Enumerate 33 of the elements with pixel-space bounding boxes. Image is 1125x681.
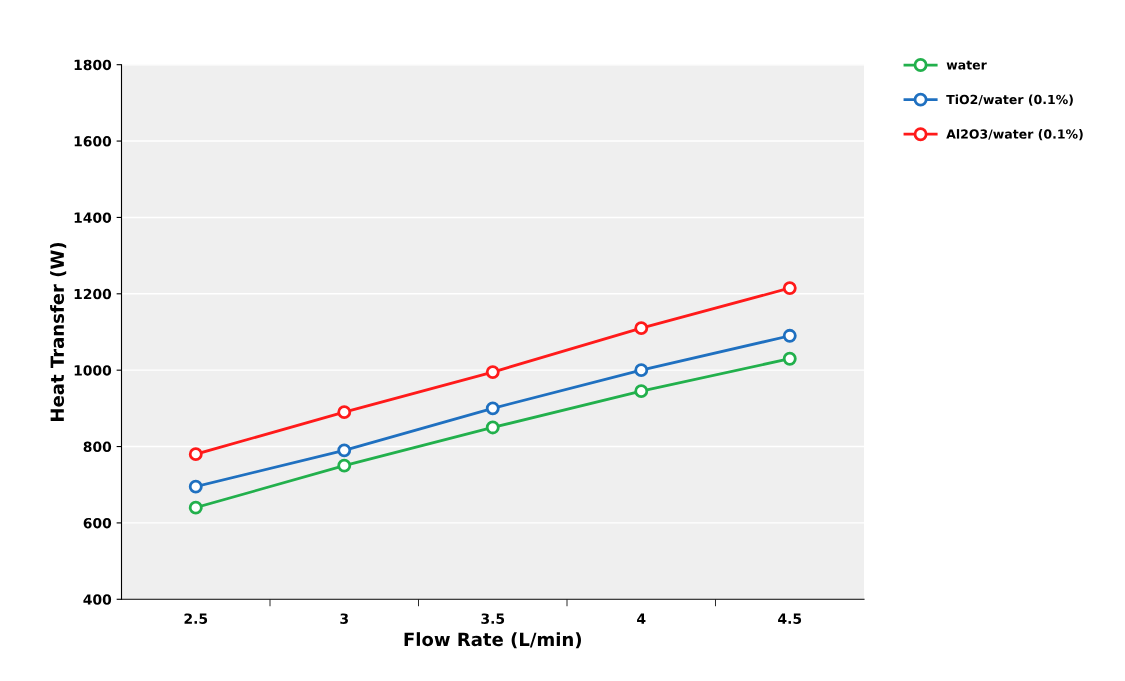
legend-label: TiO2/water (0.1%) bbox=[946, 94, 1073, 106]
point bbox=[782, 328, 797, 343]
point bbox=[634, 384, 649, 399]
point bbox=[782, 351, 797, 366]
point bbox=[485, 401, 500, 416]
x-tick-label: 3 bbox=[340, 613, 348, 624]
legend-label: Al2O3/water (0.1%) bbox=[946, 129, 1083, 141]
y-tick-label: 1800 bbox=[74, 59, 112, 71]
point bbox=[634, 363, 649, 378]
legend-label: water bbox=[946, 60, 987, 70]
x-tick-label: 4 bbox=[637, 613, 646, 624]
y-tick-label: 1000 bbox=[74, 365, 112, 376]
x-tick-label: 3.5 bbox=[481, 613, 505, 624]
y-tick-label: 1200 bbox=[74, 288, 112, 300]
y-tick-label: 1400 bbox=[74, 212, 112, 223]
point bbox=[337, 443, 352, 458]
point bbox=[188, 447, 203, 462]
point bbox=[337, 405, 352, 420]
y-tick-label: 1600 bbox=[74, 136, 112, 147]
x-axis-title: Flow Rate (L/min) bbox=[404, 632, 581, 649]
y-axis-title: Heat Transfer (W) bbox=[50, 242, 67, 421]
y-tick-label: 600 bbox=[83, 517, 112, 529]
y-tick-label: 800 bbox=[83, 441, 112, 453]
point bbox=[485, 420, 500, 435]
point bbox=[188, 500, 203, 515]
y-tick-label: 400 bbox=[83, 594, 112, 605]
x-tick-label: 4.5 bbox=[778, 613, 802, 624]
point bbox=[337, 458, 352, 473]
point bbox=[634, 321, 649, 336]
x-tick-label: 2.5 bbox=[184, 613, 208, 624]
point bbox=[485, 365, 500, 380]
point bbox=[782, 281, 797, 296]
point bbox=[188, 479, 203, 494]
